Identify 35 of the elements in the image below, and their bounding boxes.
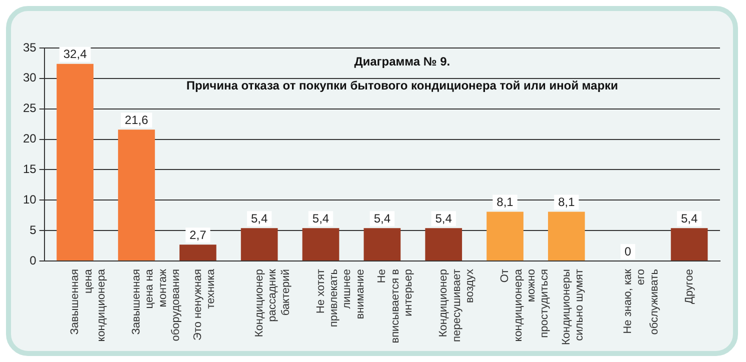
y-tick-label: 5 — [30, 222, 37, 237]
y-tick-label: 15 — [22, 162, 37, 176]
x-tick-label: Другое — [683, 269, 696, 304]
data-label: 2,7 — [190, 228, 207, 242]
bar — [56, 64, 94, 261]
data-label: 21,6 — [124, 112, 148, 127]
text: Диаграмма № 9. — [354, 54, 450, 68]
y-tick-label: 10 — [22, 192, 37, 206]
bar — [240, 228, 278, 261]
bar — [548, 212, 585, 261]
y-tick-label: 25 — [22, 101, 37, 116]
bar — [302, 228, 340, 261]
data-label: 5,4 — [374, 212, 391, 226]
data-label: 5,4 — [312, 212, 330, 226]
y-tick-label: 35 — [22, 40, 37, 54]
bar — [118, 130, 155, 261]
x-tick-label: Кондиционер пересушивает воздух — [438, 268, 476, 342]
data-label: 0 — [624, 244, 632, 258]
y-tick-label: 30 — [22, 70, 37, 85]
data-label: 5,4 — [680, 212, 698, 226]
data-label: 8,1 — [558, 195, 576, 210]
x-tick-label: Кондиционер рассадник бактерий — [253, 268, 292, 338]
data-label: 32,4 — [63, 47, 88, 62]
y-tick-label: 0 — [30, 253, 37, 268]
x-tick-label: Завышенная цена кондиционера — [69, 268, 108, 342]
y-tick-label: 20 — [22, 132, 37, 146]
bar — [425, 228, 462, 261]
data-label: 5,4 — [435, 212, 452, 226]
text: Причина отказа от покупки бытового кондиционера той или иной марки — [186, 78, 618, 92]
bar — [364, 228, 401, 261]
bar — [670, 228, 708, 261]
data-label: 5,4 — [250, 212, 268, 226]
data-label: 8,1 — [496, 195, 514, 210]
bar — [179, 244, 216, 261]
bar — [486, 212, 524, 261]
